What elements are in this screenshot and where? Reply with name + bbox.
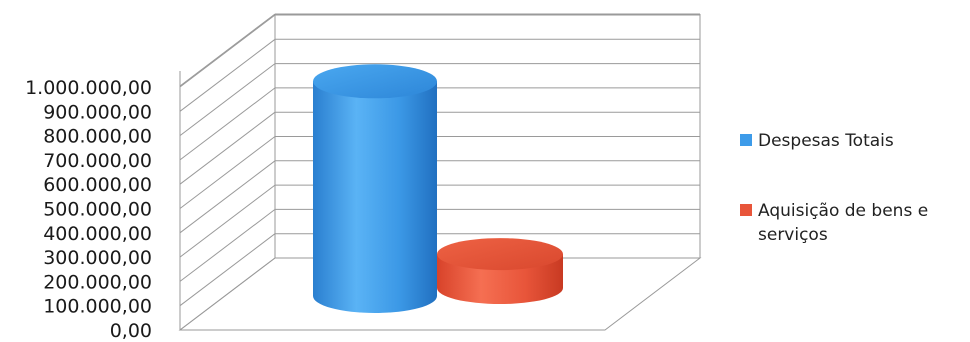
gridline-side	[179, 111, 276, 185]
legend-swatch	[740, 204, 752, 216]
legend-swatch	[740, 134, 752, 146]
y-tick-label: 600.000,00	[43, 174, 152, 196]
bar-aquisicao-bens-servicos	[437, 238, 563, 304]
y-tick-label: 900.000,00	[43, 101, 152, 123]
bar-body	[313, 81, 437, 313]
bar-top	[313, 64, 437, 99]
gridline-side	[179, 233, 276, 307]
y-tick-label: 1.000.000,00	[25, 77, 152, 99]
gridline-side	[179, 160, 276, 234]
gridline-side	[179, 209, 276, 282]
bar-top	[437, 238, 563, 271]
bar-despesas-totais	[313, 64, 437, 313]
gridline-side	[179, 136, 276, 209]
gridline-side	[179, 184, 276, 258]
y-tick-label: 400.000,00	[43, 223, 152, 245]
legend-label: Despesas Totais	[758, 131, 894, 151]
gridline-side	[179, 63, 276, 136]
y-tick-label: 800.000,00	[43, 126, 152, 148]
gridline-side	[179, 38, 276, 112]
chart-floor	[178, 257, 702, 331]
y-tick-label: 100.000,00	[43, 296, 152, 318]
gridline-side-top	[179, 13, 276, 87]
legend: Despesas Totais Aquisição de bens e serviç…	[740, 131, 928, 245]
bars	[313, 64, 563, 313]
y-tick-label: 0,00	[110, 320, 152, 342]
y-tick-label: 200.000,00	[43, 271, 152, 293]
gridline-side	[179, 14, 276, 88]
y-tick-label: 700.000,00	[43, 150, 152, 172]
legend-entry: Despesas Totais	[740, 131, 894, 151]
legend-entry: Aquisição de bens e serviços	[740, 201, 928, 245]
legend-label: Aquisição de bens e	[758, 201, 928, 221]
y-tick-label: 500.000,00	[43, 199, 152, 221]
legend-label: serviços	[758, 225, 828, 245]
gridline-side	[179, 87, 276, 161]
y-tick-label: 300.000,00	[43, 247, 152, 269]
